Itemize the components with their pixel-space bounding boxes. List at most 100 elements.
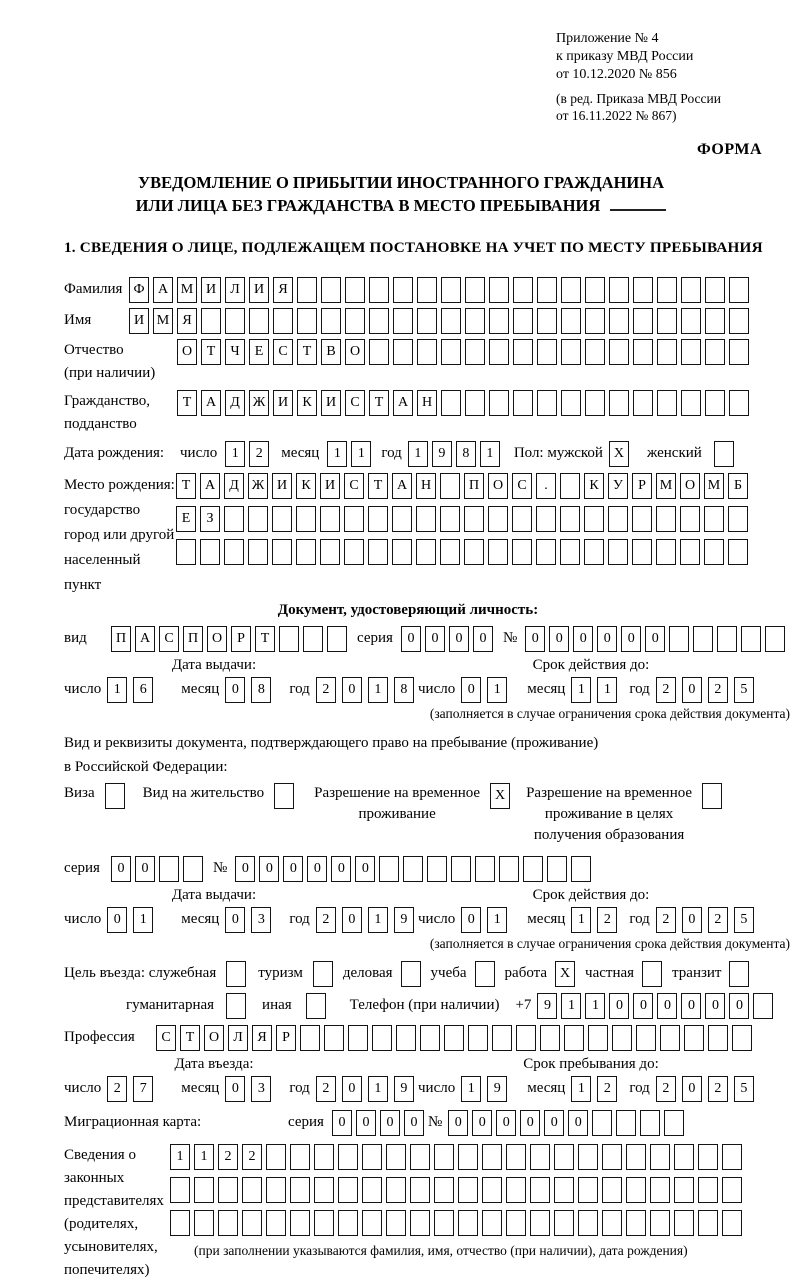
char-cell[interactable] <box>417 338 437 365</box>
char-cell[interactable] <box>684 1024 704 1051</box>
char-cell[interactable] <box>272 505 292 532</box>
char-cell[interactable] <box>200 538 220 565</box>
char-cell[interactable] <box>602 1209 622 1236</box>
char-cell[interactable]: 0 <box>355 1109 376 1136</box>
char-cell[interactable] <box>729 307 749 334</box>
char-cell[interactable] <box>176 538 196 565</box>
char-cell[interactable] <box>170 1176 190 1203</box>
char-cell[interactable]: Я <box>177 307 197 334</box>
char-cell[interactable] <box>530 1143 550 1170</box>
char-cell[interactable] <box>386 1176 406 1203</box>
char-cell[interactable]: 2 <box>655 1075 676 1102</box>
char-cell[interactable]: О <box>680 472 700 499</box>
birth-place-row3-cells[interactable] <box>176 538 752 565</box>
char-cell[interactable] <box>290 1209 310 1236</box>
char-cell[interactable]: 0 <box>633 992 654 1019</box>
char-cell[interactable]: 0 <box>341 676 362 703</box>
char-cell[interactable] <box>657 389 677 416</box>
char-cell[interactable] <box>159 855 179 882</box>
char-cell[interactable]: 0 <box>621 625 642 652</box>
char-cell[interactable] <box>458 1143 478 1170</box>
char-cell[interactable] <box>561 389 581 416</box>
char-cell[interactable] <box>338 1209 358 1236</box>
char-cell[interactable]: 2 <box>315 676 336 703</box>
char-cell[interactable] <box>362 1143 382 1170</box>
char-cell[interactable] <box>608 538 628 565</box>
char-cell[interactable] <box>554 1176 574 1203</box>
char-cell[interactable]: 6 <box>133 676 154 703</box>
char-cell[interactable]: 1 <box>367 906 388 933</box>
char-cell[interactable] <box>368 538 388 565</box>
char-cell[interactable] <box>482 1143 502 1170</box>
char-cell[interactable]: 2 <box>107 1075 128 1102</box>
char-cell[interactable]: 0 <box>355 855 376 882</box>
char-cell[interactable]: 2 <box>242 1143 262 1170</box>
char-cell[interactable] <box>314 1209 334 1236</box>
char-cell[interactable] <box>410 1209 430 1236</box>
char-cell[interactable]: 0 <box>331 1109 352 1136</box>
char-cell[interactable] <box>320 538 340 565</box>
char-cell[interactable] <box>434 1209 454 1236</box>
char-cell[interactable] <box>681 389 701 416</box>
char-cell[interactable] <box>705 307 725 334</box>
char-cell[interactable] <box>729 389 749 416</box>
char-cell[interactable] <box>465 338 485 365</box>
char-cell[interactable]: 0 <box>609 992 630 1019</box>
char-cell[interactable]: Б <box>728 472 748 499</box>
char-cell[interactable]: С <box>512 472 532 499</box>
char-cell[interactable]: 2 <box>597 1075 618 1102</box>
char-cell[interactable]: 2 <box>707 906 728 933</box>
char-cell[interactable]: 1 <box>571 906 592 933</box>
char-cell[interactable]: 2 <box>597 906 618 933</box>
char-cell[interactable]: X <box>490 782 511 809</box>
char-cell[interactable] <box>698 1143 718 1170</box>
char-cell[interactable]: Я <box>252 1024 272 1051</box>
char-cell[interactable]: 9 <box>393 906 414 933</box>
char-cell[interactable] <box>650 1209 670 1236</box>
char-cell[interactable]: 0 <box>681 906 702 933</box>
char-cell[interactable] <box>224 505 244 532</box>
char-cell[interactable] <box>474 960 495 987</box>
char-cell[interactable]: Т <box>368 472 388 499</box>
char-cell[interactable] <box>674 1209 694 1236</box>
char-cell[interactable] <box>344 505 364 532</box>
char-cell[interactable] <box>722 1209 742 1236</box>
char-cell[interactable]: 0 <box>111 855 131 882</box>
char-cell[interactable] <box>440 505 460 532</box>
char-cell[interactable] <box>516 1024 536 1051</box>
char-cell[interactable]: Ф <box>129 276 149 303</box>
char-cell[interactable] <box>403 855 424 882</box>
char-cell[interactable]: 9 <box>537 992 558 1019</box>
char-cell[interactable] <box>392 538 412 565</box>
char-cell[interactable] <box>664 1109 685 1136</box>
char-cell[interactable] <box>386 1143 406 1170</box>
char-cell[interactable]: 2 <box>315 906 336 933</box>
char-cell[interactable]: 0 <box>472 625 493 652</box>
char-cell[interactable]: 0 <box>225 676 246 703</box>
char-cell[interactable] <box>602 1143 622 1170</box>
char-cell[interactable] <box>218 1176 238 1203</box>
char-cell[interactable] <box>305 992 326 1019</box>
char-cell[interactable] <box>441 276 461 303</box>
char-cell[interactable] <box>728 538 748 565</box>
char-cell[interactable] <box>560 472 580 499</box>
char-cell[interactable] <box>489 307 509 334</box>
char-cell[interactable] <box>248 505 268 532</box>
char-cell[interactable] <box>226 992 247 1019</box>
char-cell[interactable] <box>482 1209 502 1236</box>
char-cell[interactable] <box>320 505 340 532</box>
char-cell[interactable] <box>290 1176 310 1203</box>
char-cell[interactable] <box>458 1176 478 1203</box>
char-cell[interactable]: 1 <box>407 440 428 467</box>
char-cell[interactable]: 2 <box>655 906 676 933</box>
char-cell[interactable]: X <box>608 440 629 467</box>
char-cell[interactable] <box>224 538 244 565</box>
char-cell[interactable] <box>530 1209 550 1236</box>
char-cell[interactable] <box>636 1024 656 1051</box>
